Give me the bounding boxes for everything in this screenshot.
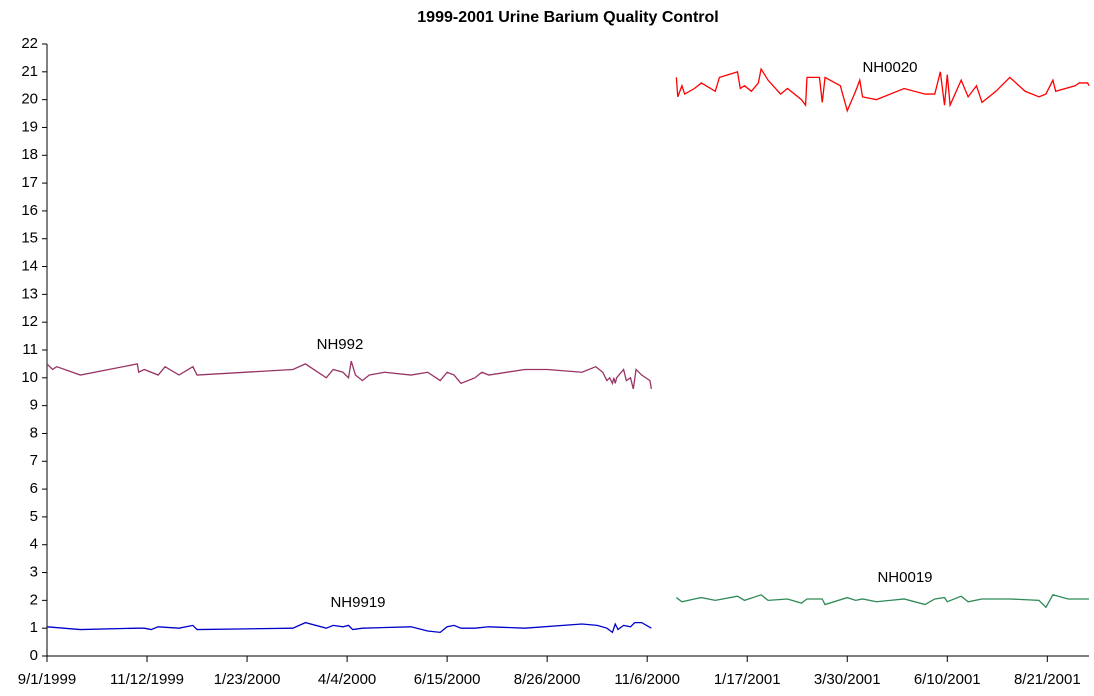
x-tick-label: 3/30/2001 [814,671,881,688]
y-tick-label: 8 [30,424,38,441]
x-tick-label: 11/6/2000 [614,671,680,688]
x-tick-label: 8/26/2000 [514,671,581,688]
y-tick-label: 13 [21,285,38,302]
y-tick-label: 17 [21,174,38,191]
y-tick-label: 7 [30,452,38,469]
series-label: NH992 [317,336,364,353]
series-line [46,621,652,634]
y-tick-label: 4 [30,536,38,553]
y-tick-label: 2 [30,591,38,608]
x-tick-label: 6/10/2001 [914,671,981,688]
series-label: NH9919 [330,594,385,611]
series-label: NH0019 [877,569,932,586]
y-tick-label: 1 [30,619,38,636]
y-tick-label: 9 [30,397,38,414]
y-tick-label: 16 [21,202,38,219]
y-tick-label: 12 [21,313,38,330]
y-tick-label: 10 [21,369,38,386]
series-line [675,594,1089,609]
y-tick-label: 0 [30,647,38,664]
y-tick-label: 14 [21,258,38,275]
x-tick-label: 4/4/2000 [318,671,376,688]
x-tick-label: 11/12/1999 [110,671,184,688]
x-tick-label: 6/15/2000 [414,671,481,688]
y-tick-label: 15 [21,230,38,247]
x-tick-label: 8/21/2001 [1014,671,1081,688]
series-label: NH0020 [862,59,917,76]
series-line [46,360,653,390]
chart-title: 1999-2001 Urine Barium Quality Control [417,9,718,26]
y-tick-label: 19 [21,118,38,135]
series-line [675,67,1090,113]
x-tick-label: 1/23/2000 [214,671,281,688]
y-tick-label: 18 [21,146,38,163]
y-tick-label: 3 [30,564,38,581]
x-tick-label: 1/17/2001 [714,671,781,688]
y-tick-label: 11 [22,341,38,358]
x-tick-label: 9/1/1999 [18,671,76,688]
y-tick-label: 6 [30,480,38,497]
y-tick-label: 21 [21,63,38,80]
y-tick-label: 20 [21,91,38,108]
y-tick-label: 22 [21,35,38,52]
y-tick-label: 5 [30,508,38,525]
